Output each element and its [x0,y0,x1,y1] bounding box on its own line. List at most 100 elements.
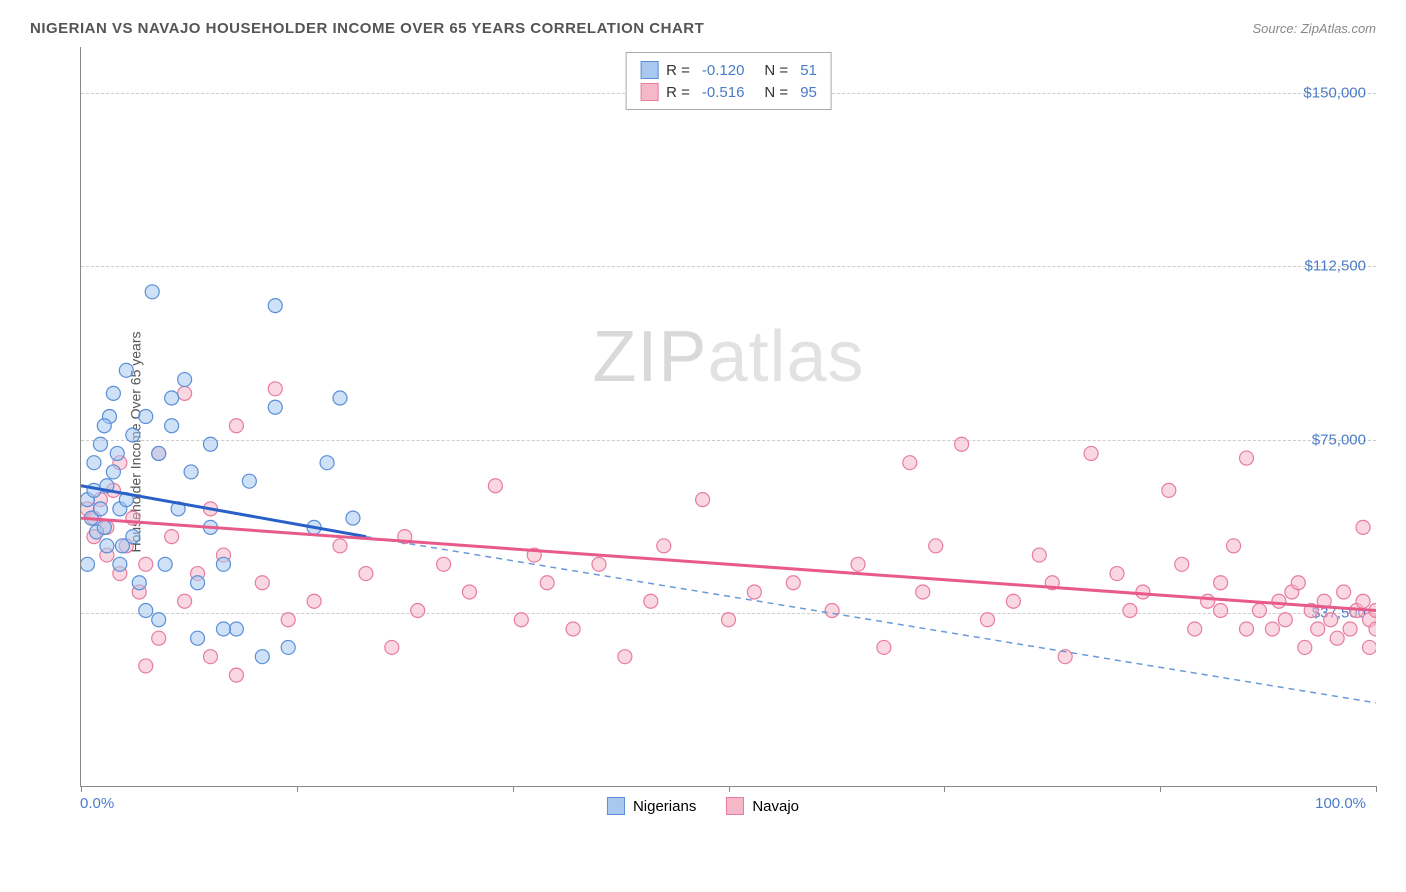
data-point [132,576,146,590]
data-point [514,613,528,627]
data-point [145,285,159,299]
data-point [100,539,114,553]
data-point [1278,613,1292,627]
data-point [981,613,995,627]
data-point [955,437,969,451]
data-point [722,613,736,627]
n-label: N = [764,84,788,101]
data-point [152,446,166,460]
data-point [1240,451,1254,465]
data-point [877,640,891,654]
data-point [1356,520,1370,534]
data-point [1291,576,1305,590]
r-value: -0.516 [702,84,745,101]
data-point [1343,622,1357,636]
chart-area: Householder Income Over 65 years ZIPatla… [30,47,1376,837]
data-point [191,631,205,645]
data-point [126,428,140,442]
correlation-legend: R = -0.120 N = 51 R = -0.516 N = 95 [625,52,832,110]
data-point [929,539,943,553]
data-point [281,640,295,654]
data-point [115,539,129,553]
data-point [139,603,153,617]
data-point [1006,594,1020,608]
series-legend: Nigerians Navajo [607,797,799,815]
plot-region: ZIPatlas R = -0.120 N = 51 R = -0.516 N … [80,47,1376,787]
data-point [93,437,107,451]
data-point [229,419,243,433]
source-label: Source: ZipAtlas.com [1252,21,1376,36]
data-point [152,613,166,627]
data-point [1214,576,1228,590]
data-point [1201,594,1215,608]
data-point [158,557,172,571]
data-point [204,437,218,451]
data-point [657,539,671,553]
n-label: N = [764,62,788,79]
data-point [1330,631,1344,645]
data-point [1188,622,1202,636]
data-point [191,576,205,590]
data-point [1311,622,1325,636]
data-point [268,400,282,414]
data-point [786,576,800,590]
legend-item-navajo: Navajo [726,797,799,815]
data-point [93,502,107,516]
x-axis-min-label: 0.0% [80,795,114,812]
legend-row-nigerians: R = -0.120 N = 51 [640,59,817,81]
data-point [242,474,256,488]
data-point [1175,557,1189,571]
data-point [81,557,94,571]
legend-row-navajo: R = -0.516 N = 95 [640,81,817,103]
data-point [825,603,839,617]
data-point [229,622,243,636]
data-point [139,410,153,424]
data-point [268,382,282,396]
data-point [320,456,334,470]
data-point [139,557,153,571]
data-point [87,456,101,470]
data-point [488,479,502,493]
data-point [540,576,554,590]
r-value: -0.120 [702,62,745,79]
data-point [346,511,360,525]
data-point [110,446,124,460]
data-point [333,391,347,405]
data-point [119,363,133,377]
data-point [178,386,192,400]
data-point [566,622,580,636]
data-point [1324,613,1338,627]
data-point [216,622,230,636]
data-point [178,373,192,387]
data-point [1356,594,1370,608]
data-point [916,585,930,599]
data-point [1272,594,1286,608]
data-point [696,493,710,507]
data-point [1162,483,1176,497]
legend-item-nigerians: Nigerians [607,797,696,815]
data-point [307,594,321,608]
data-point [113,557,127,571]
n-value: 95 [800,84,817,101]
chart-title: NIGERIAN VS NAVAJO HOUSEHOLDER INCOME OV… [30,20,704,37]
data-point [333,539,347,553]
r-label: R = [666,84,690,101]
data-point [152,631,166,645]
data-point [229,668,243,682]
data-point [747,585,761,599]
data-point [851,557,865,571]
data-point [106,386,120,400]
data-point [359,567,373,581]
data-point [411,603,425,617]
r-label: R = [666,62,690,79]
data-point [204,650,218,664]
swatch-icon [640,61,658,79]
data-point [97,520,111,534]
data-point [1265,622,1279,636]
data-point [106,465,120,479]
n-value: 51 [800,62,817,79]
data-point [1252,603,1266,617]
data-point [97,419,111,433]
data-point [268,299,282,313]
data-point [1032,548,1046,562]
